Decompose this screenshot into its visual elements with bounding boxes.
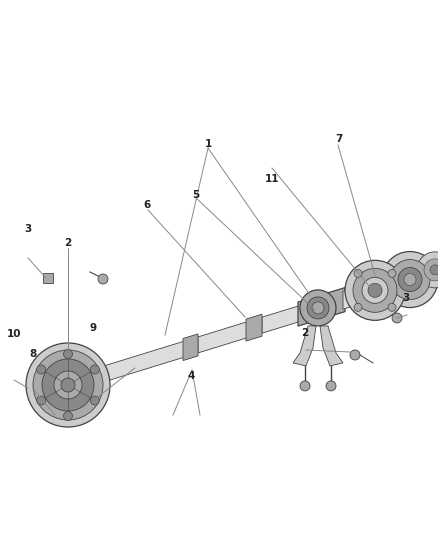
Circle shape — [424, 259, 438, 281]
Polygon shape — [246, 314, 262, 341]
Circle shape — [382, 252, 438, 308]
Circle shape — [368, 284, 382, 297]
Circle shape — [430, 265, 438, 275]
Polygon shape — [356, 269, 398, 310]
Text: 11: 11 — [265, 174, 279, 183]
Circle shape — [392, 313, 402, 323]
Circle shape — [350, 350, 360, 360]
Text: 4: 4 — [188, 371, 195, 381]
Text: 3: 3 — [24, 224, 31, 234]
Polygon shape — [70, 371, 98, 399]
Text: 6: 6 — [143, 200, 150, 210]
Circle shape — [417, 252, 438, 288]
Circle shape — [307, 297, 329, 319]
Polygon shape — [396, 269, 420, 292]
Circle shape — [404, 273, 416, 286]
Circle shape — [37, 365, 46, 374]
Text: 5: 5 — [192, 190, 199, 199]
Text: 3: 3 — [403, 294, 410, 303]
Circle shape — [390, 260, 430, 300]
Text: 10: 10 — [6, 329, 21, 339]
Polygon shape — [183, 334, 198, 360]
Polygon shape — [98, 341, 185, 384]
Circle shape — [300, 290, 336, 326]
Polygon shape — [198, 321, 248, 353]
Circle shape — [398, 268, 422, 292]
Polygon shape — [343, 280, 378, 309]
Text: 1: 1 — [205, 139, 212, 149]
Circle shape — [90, 396, 99, 405]
Polygon shape — [293, 326, 316, 366]
Text: 2: 2 — [301, 328, 308, 338]
Text: 7: 7 — [335, 134, 342, 143]
Circle shape — [33, 350, 103, 420]
Circle shape — [98, 274, 108, 284]
Circle shape — [345, 260, 405, 320]
Circle shape — [388, 303, 396, 311]
Text: 2: 2 — [64, 238, 71, 247]
Text: 8: 8 — [30, 350, 37, 359]
Circle shape — [61, 378, 75, 392]
Circle shape — [300, 381, 310, 391]
Circle shape — [362, 277, 388, 303]
Circle shape — [388, 269, 396, 277]
Circle shape — [354, 303, 362, 311]
Polygon shape — [298, 288, 345, 326]
Circle shape — [64, 411, 73, 421]
Text: 9: 9 — [90, 323, 97, 333]
Circle shape — [42, 359, 94, 411]
Circle shape — [37, 396, 46, 405]
FancyBboxPatch shape — [43, 273, 53, 283]
Circle shape — [312, 302, 324, 314]
Circle shape — [354, 269, 362, 277]
Circle shape — [90, 365, 99, 374]
Circle shape — [26, 343, 110, 427]
Circle shape — [64, 350, 73, 359]
Polygon shape — [320, 326, 343, 366]
Circle shape — [54, 371, 82, 399]
Circle shape — [326, 381, 336, 391]
Circle shape — [353, 268, 397, 312]
Polygon shape — [262, 305, 300, 333]
